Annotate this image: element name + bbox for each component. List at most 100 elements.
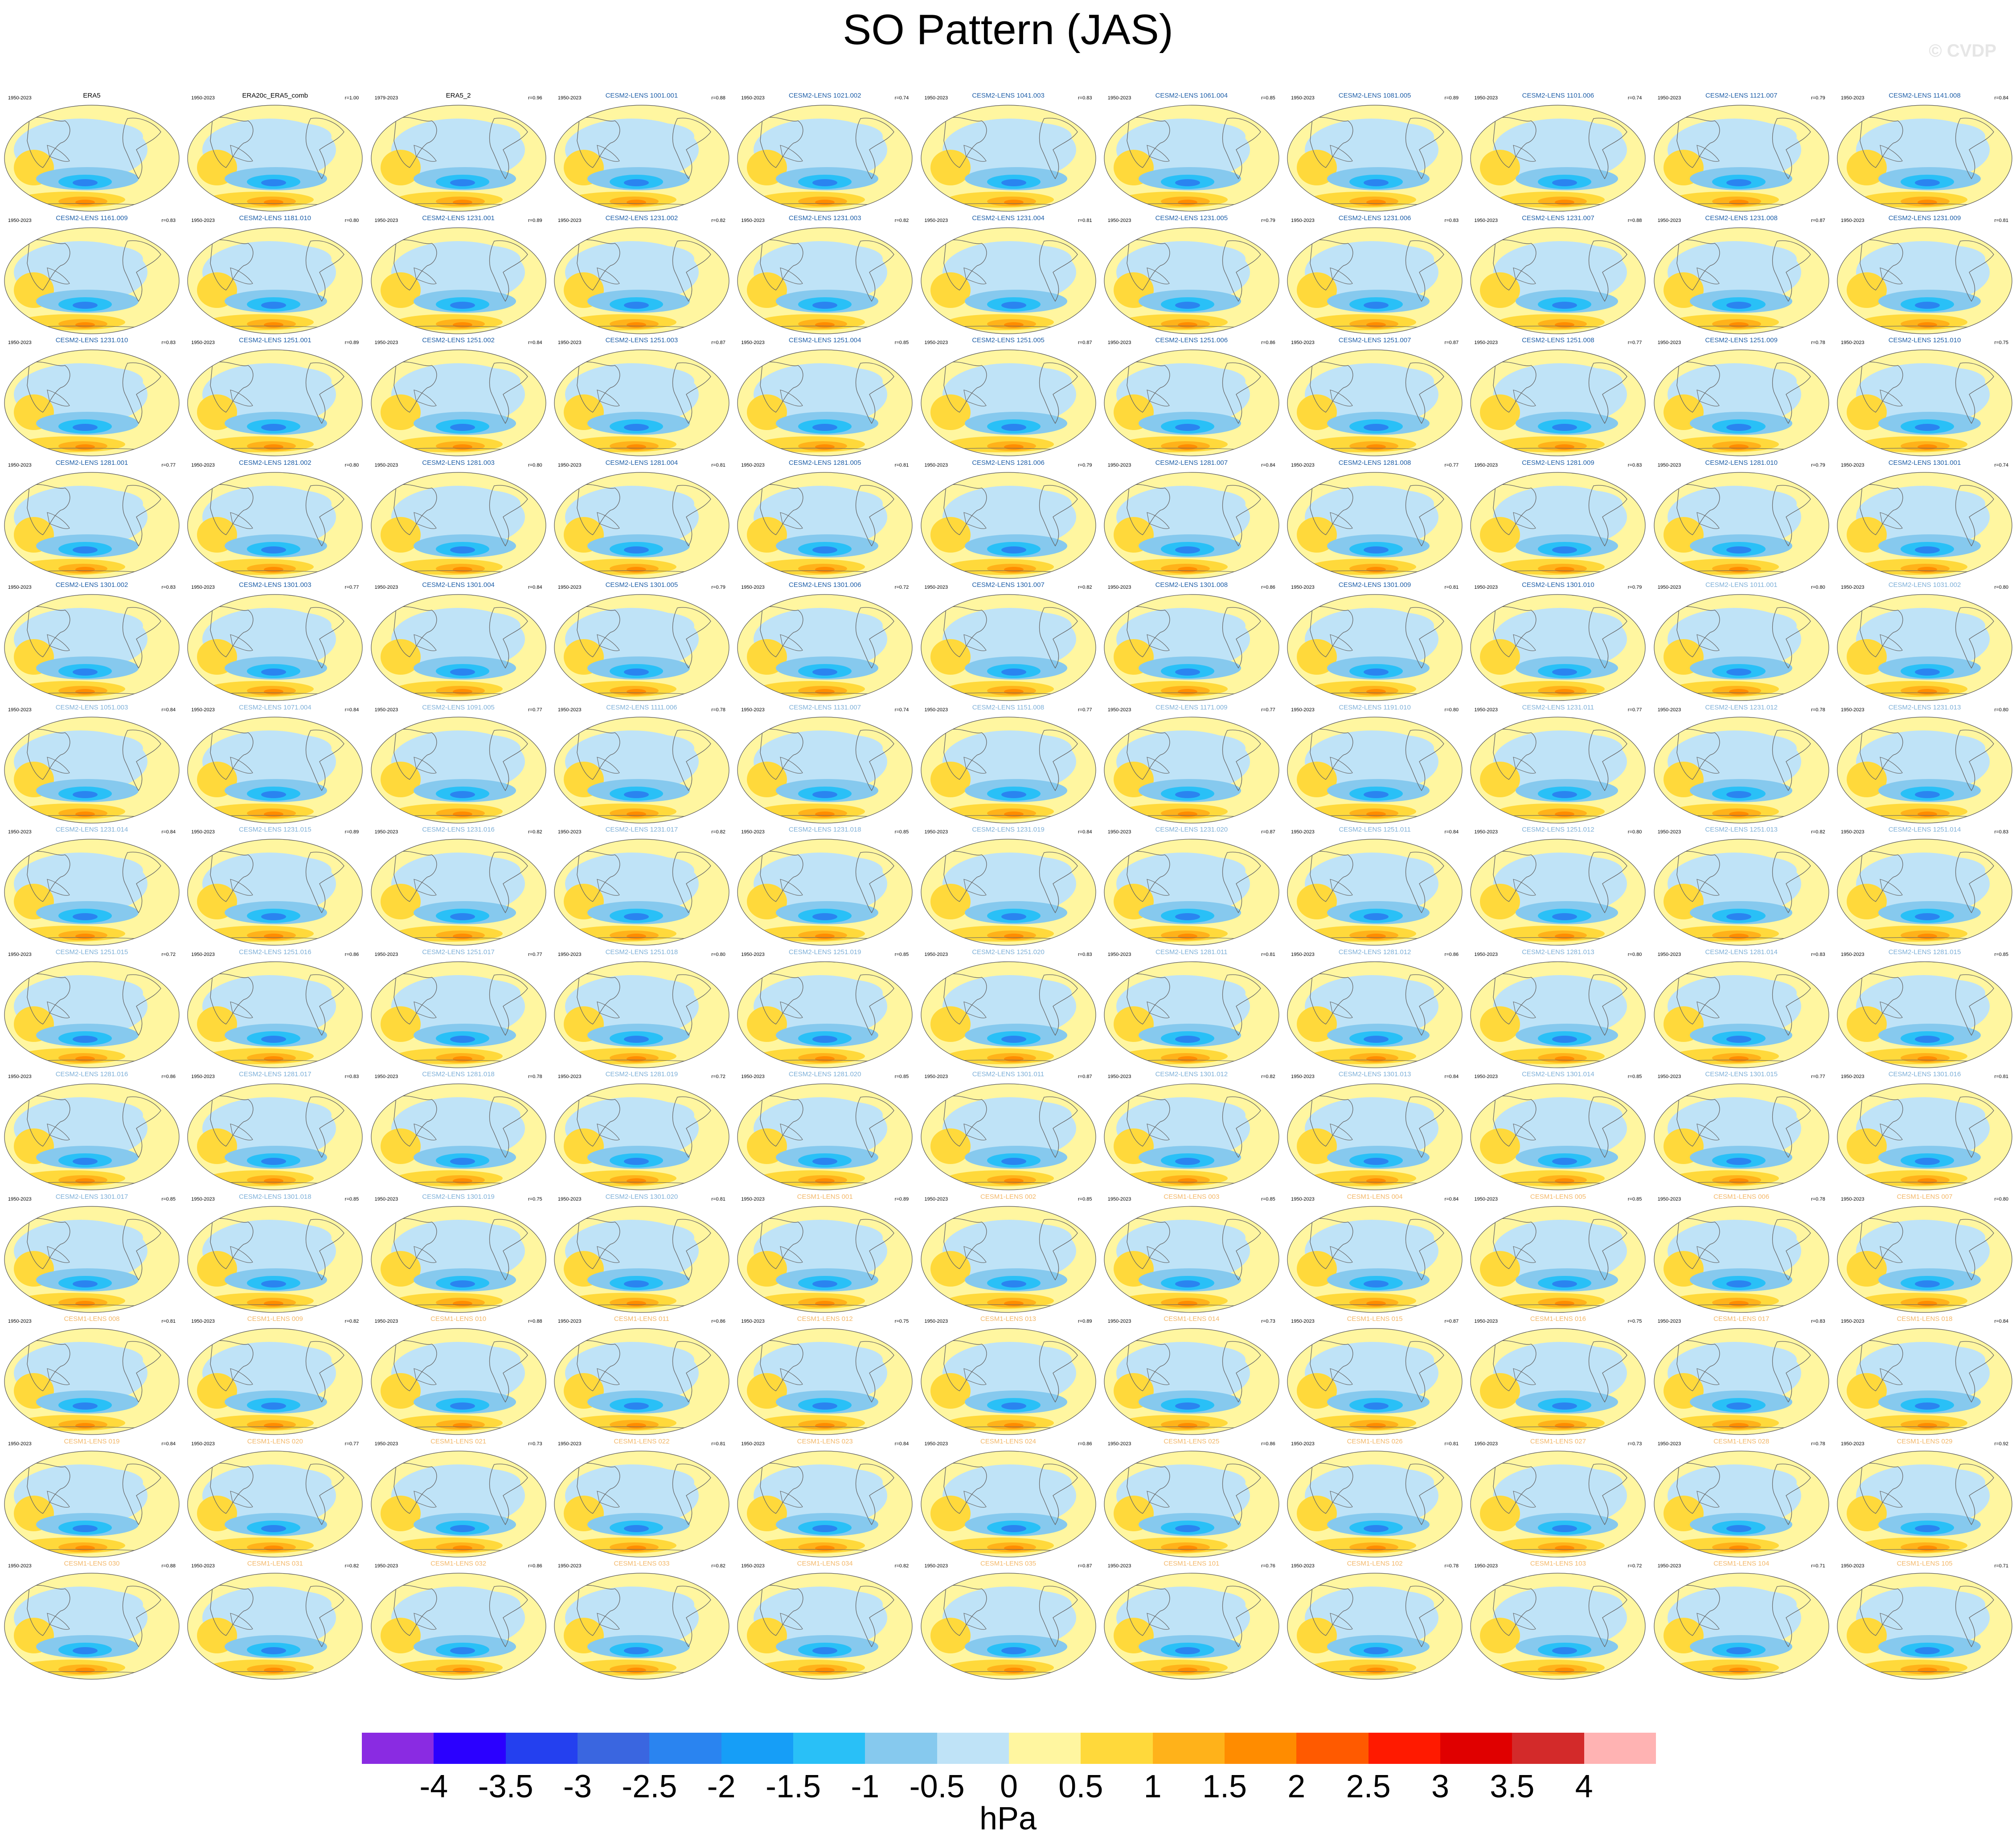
panel-years: 1950-2023: [1657, 340, 1681, 345]
panel-years: 1950-2023: [1841, 1563, 1864, 1569]
pattern-map: [1837, 105, 2012, 212]
panel-correlation: r=0.77: [1811, 1074, 1825, 1079]
panel-title: CESM2-LENS 1231.007: [1522, 214, 1594, 222]
panel-title: CESM2-LENS 1301.002: [55, 581, 128, 589]
pattern-map: [737, 105, 913, 212]
panel-years: 1950-2023: [1474, 829, 1498, 835]
panel-correlation: r=0.79: [711, 585, 725, 590]
panel-title: CESM1-LENS 030: [64, 1560, 120, 1567]
pattern-map: [920, 105, 1096, 212]
map-panel: 1950-2023 CESM2-LENS 1231.011 r=0.77: [1469, 704, 1647, 824]
map-panel: 1950-2023 CESM2-LENS 1281.010 r=0.79: [1652, 459, 1831, 579]
panel-years: 1950-2023: [374, 951, 398, 957]
panel-correlation: r=0.82: [528, 829, 542, 835]
pattern-map: [1287, 1573, 1463, 1680]
panel-correlation: r=0.84: [161, 1441, 176, 1447]
panel-correlation: r=0.75: [894, 1319, 909, 1324]
panel-title: CESM1-LENS 028: [1713, 1437, 1770, 1445]
pattern-map: [1287, 1450, 1463, 1558]
panel-years: 1950-2023: [1657, 1196, 1681, 1202]
panel-title: CESM2-LENS 1281.005: [788, 459, 861, 467]
panel-title: CESM2-LENS 1231.003: [788, 214, 861, 222]
pattern-map: [737, 1328, 913, 1435]
map-panel: 1950-2023 CESM2-LENS 1251.011 r=0.84: [1286, 826, 1464, 946]
pattern-map: [187, 1450, 363, 1558]
map-panel: 1950-2023 CESM2-LENS 1251.008 r=0.77: [1469, 336, 1647, 457]
panel-correlation: r=0.83: [1627, 462, 1642, 468]
map-panel: 1950-2023 CESM1-LENS 032 r=0.86: [369, 1560, 548, 1680]
panel-years: 1950-2023: [1841, 1074, 1864, 1079]
pattern-map: [370, 1083, 546, 1190]
panel-correlation: r=0.84: [161, 829, 176, 835]
panel-years: 1950-2023: [1657, 707, 1681, 713]
panel-years: 1950-2023: [924, 829, 948, 835]
panel-correlation: r=0.77: [528, 707, 542, 713]
panel-title: CESM2-LENS 1231.015: [239, 826, 311, 833]
pattern-map: [1104, 1450, 1279, 1558]
panel-years: 1950-2023: [1291, 1563, 1315, 1569]
pattern-map: [370, 1205, 546, 1313]
panel-title: CESM2-LENS 1251.012: [1522, 826, 1594, 833]
panel-title: CESM2-LENS 1041.003: [972, 92, 1045, 99]
panel-title: CESM1-LENS 032: [430, 1560, 487, 1567]
panel-years: 1950-2023: [1107, 585, 1131, 590]
panel-correlation: r=0.87: [1078, 1563, 1092, 1569]
map-panel: 1950-2023 CESM1-LENS 029 r=0.92: [1836, 1438, 2014, 1558]
panel-title: CESM2-LENS 1141.008: [1889, 92, 1961, 99]
pattern-map: [187, 472, 363, 579]
colorbar-unit: hPa: [979, 1801, 1037, 1837]
panel-title: CESM2-LENS 1281.017: [239, 1070, 311, 1078]
map-panel: 1950-2023 CESM1-LENS 013 r=0.89: [919, 1315, 1098, 1435]
panel-title: CESM2-LENS 1281.008: [1338, 459, 1411, 467]
panel-title: CESM1-LENS 011: [614, 1315, 669, 1323]
pattern-map: [187, 716, 363, 824]
panel-title: CESM1-LENS 018: [1897, 1315, 1953, 1323]
map-panel: 1950-2023 CESM1-LENS 017 r=0.83: [1652, 1315, 1831, 1435]
map-panel: 1950-2023 CESM2-LENS 1231.019 r=0.84: [919, 826, 1098, 946]
panel-title: CESM2-LENS 1301.020: [605, 1193, 678, 1201]
map-panel: 1950-2023 CESM1-LENS 002 r=0.85: [919, 1193, 1098, 1313]
panel-correlation: r=0.81: [711, 1196, 725, 1202]
pattern-map: [1104, 105, 1279, 212]
panel-title: CESM2-LENS 1131.007: [789, 703, 861, 711]
panel-years: 1950-2023: [1474, 585, 1498, 590]
panel-years: 1950-2023: [1107, 1441, 1131, 1447]
panel-correlation: r=0.74: [894, 95, 909, 101]
panel-years: 1950-2023: [1657, 1319, 1681, 1324]
panel-years: 1950-2023: [374, 217, 398, 223]
panel-years: 1950-2023: [1107, 1563, 1131, 1569]
panel-years: 1950-2023: [1474, 951, 1498, 957]
panel-correlation: r=0.84: [161, 707, 176, 713]
panel-correlation: r=0.86: [161, 1074, 176, 1079]
panel-correlation: r=0.79: [1811, 95, 1825, 101]
panel-years: 1950-2023: [1107, 462, 1131, 468]
panel-title: CESM2-LENS 1301.012: [1155, 1070, 1228, 1078]
pattern-map: [1287, 961, 1463, 1068]
panel-years: 1950-2023: [1291, 95, 1315, 101]
pattern-map: [1287, 594, 1463, 701]
colorbar-swatch: [505, 1733, 578, 1764]
panel-correlation: r=0.81: [1078, 217, 1092, 223]
map-panel: 1950-2023 CESM2-LENS 1281.017 r=0.83: [186, 1070, 364, 1191]
pattern-map: [554, 594, 729, 701]
panel-correlation: r=0.83: [344, 1074, 359, 1079]
colorbar-tick-label: -1.5: [765, 1769, 821, 1804]
pattern-map: [187, 105, 363, 212]
panel-years: 1950-2023: [1841, 1196, 1864, 1202]
pattern-map: [1654, 105, 1829, 212]
panel-title: CESM2-LENS 1251.002: [422, 336, 495, 344]
panel-years: 1950-2023: [1474, 707, 1498, 713]
panel-correlation: r=0.81: [711, 462, 725, 468]
colorbar-tick-label: 1.5: [1202, 1769, 1247, 1804]
pattern-map: [554, 349, 729, 456]
panel-years: 1950-2023: [1107, 707, 1131, 713]
map-panel: 1950-2023 CESM2-LENS 1051.003 r=0.84: [3, 704, 181, 824]
pattern-map: [187, 227, 363, 334]
pattern-map: [1470, 716, 1646, 824]
pattern-map: [1287, 1328, 1463, 1435]
map-panel: 1950-2023 CESM1-LENS 033 r=0.82: [553, 1560, 731, 1680]
panel-years: 1950-2023: [924, 1074, 948, 1079]
pattern-map: [187, 961, 363, 1068]
panel-title: CESM1-LENS 033: [614, 1560, 670, 1567]
map-panel: 1950-2023 CESM2-LENS 1231.001 r=0.89: [369, 214, 548, 335]
